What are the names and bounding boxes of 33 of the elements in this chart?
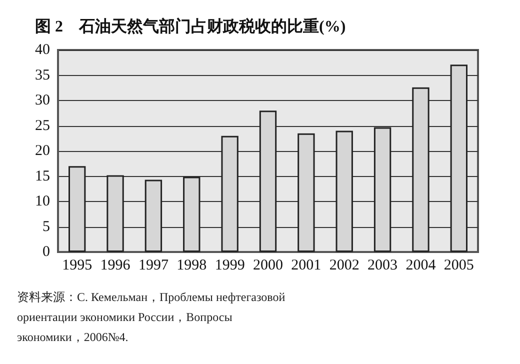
x-tick-label: 1999 xyxy=(214,258,245,274)
x-tick-label: 1995 xyxy=(62,258,92,274)
y-tick-label: 20 xyxy=(35,143,50,159)
bar xyxy=(298,133,315,252)
chart-title: 图 2 石油天然气部门占财政税收的比重(%) xyxy=(35,16,346,36)
bar xyxy=(106,175,124,252)
bar xyxy=(412,87,430,252)
x-tick-label: 2003 xyxy=(368,258,398,274)
bar xyxy=(336,130,353,252)
text: 资料来源：С. Кемельман，Проблемы нефтегазовой ориентации экономики России，Вопросы экономики，2006№4. xyxy=(17,290,288,344)
bar xyxy=(68,166,86,252)
y-tick-label: 10 xyxy=(35,194,50,210)
y-tick-label: 0 xyxy=(42,244,50,260)
x-tick-label: 2000 xyxy=(253,258,283,274)
x-tick-label: 1997 xyxy=(138,258,169,274)
bar xyxy=(221,136,238,252)
x-tick-label: 1998 xyxy=(176,258,207,274)
bar xyxy=(144,180,162,252)
y-tick-label: 5 xyxy=(42,218,50,235)
y-tick-label: 35 xyxy=(35,67,50,84)
x-tick-label: 1996 xyxy=(100,258,131,274)
x-tick-label: 2004 xyxy=(406,258,436,274)
x-tick-label: 2001 xyxy=(291,258,322,274)
x-tick-label: 2005 xyxy=(444,258,474,274)
y-tick-label: 30 xyxy=(35,92,50,108)
bar xyxy=(183,176,200,252)
y-tick-label: 40 xyxy=(35,42,50,58)
bar xyxy=(259,110,277,252)
bar xyxy=(450,64,468,252)
bar xyxy=(374,127,392,252)
y-tick-label: 25 xyxy=(35,118,50,134)
y-tick-label: 15 xyxy=(35,168,50,184)
x-tick-label: 2002 xyxy=(329,258,360,274)
